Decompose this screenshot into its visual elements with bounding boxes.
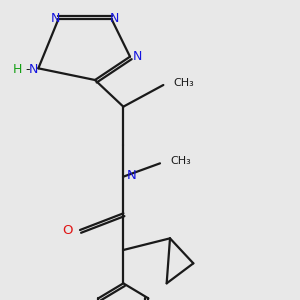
Text: N: N: [51, 12, 60, 25]
Text: CH₃: CH₃: [173, 78, 194, 88]
Text: N: N: [110, 12, 119, 25]
Text: CH₃: CH₃: [170, 156, 191, 166]
Text: N: N: [28, 63, 38, 76]
Text: N: N: [132, 50, 142, 63]
Text: -: -: [25, 63, 30, 76]
Text: H: H: [13, 63, 22, 76]
Text: O: O: [62, 224, 73, 236]
Text: N: N: [126, 169, 136, 182]
